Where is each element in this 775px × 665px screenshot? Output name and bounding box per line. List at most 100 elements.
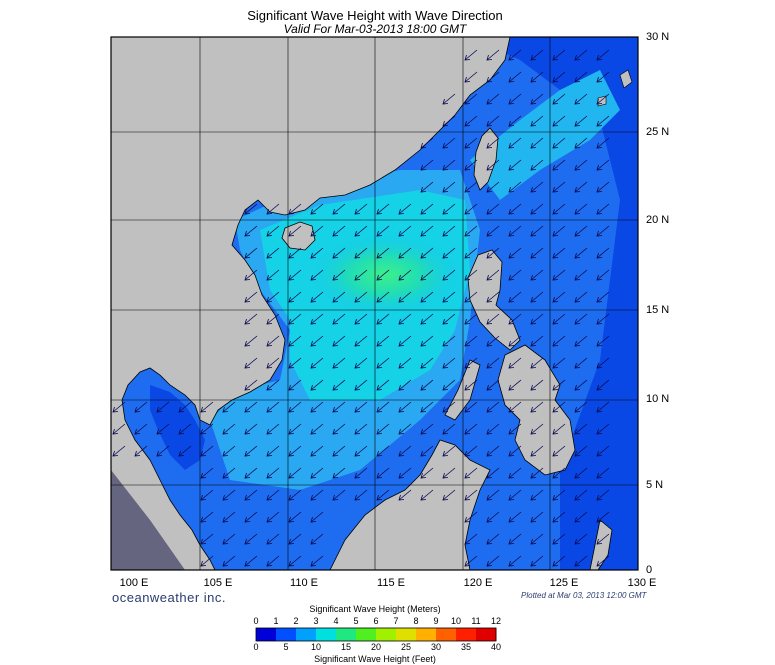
- wave-arrow: [508, 555, 522, 567]
- wave-arrow-head: [530, 208, 537, 215]
- wave-arrow: [552, 401, 566, 413]
- wave-arrow-head: [420, 186, 427, 193]
- wave-arrow: [442, 335, 456, 347]
- wave-arrow: [200, 555, 214, 567]
- wave-arrow: [156, 423, 170, 435]
- wave-arrow: [420, 379, 434, 391]
- feet-tick: 30: [430, 642, 441, 652]
- wave-arrow: [464, 423, 478, 435]
- wave-arrow: [508, 533, 522, 545]
- wave-arrow: [464, 489, 478, 501]
- wave-arrow: [552, 533, 566, 545]
- colorbar-swatch: [456, 628, 477, 641]
- wave-arrow: [266, 467, 280, 479]
- wave-arrow: [464, 159, 478, 171]
- wave-arrow: [552, 467, 566, 479]
- wave-arrow-head: [486, 538, 493, 545]
- wave-arrow-head: [266, 450, 273, 457]
- wave-arrow-head: [310, 406, 317, 413]
- wave-arrow-head: [420, 296, 427, 303]
- wave-arrow-head: [376, 362, 383, 369]
- wave-arrow: [530, 203, 544, 215]
- wave-arrow-head: [486, 186, 493, 193]
- wave-arrow: [222, 489, 236, 501]
- wave-arrow: [552, 313, 566, 325]
- wave-arrow-head: [464, 472, 471, 479]
- wave-arrow: [354, 467, 368, 479]
- wave-arrow: [420, 313, 434, 325]
- wave-arrow-head: [288, 274, 295, 281]
- meter-tick: 7: [393, 616, 399, 626]
- wave-arrow-head: [442, 362, 449, 369]
- wave-arrow: [596, 93, 610, 105]
- wave-arrow-head: [464, 362, 471, 369]
- wave-arrow: [552, 291, 566, 303]
- wave-arrow-head: [508, 186, 515, 193]
- meter-tick: 0: [253, 616, 259, 626]
- wave-arrow-head: [288, 296, 295, 303]
- wave-arrow-head: [530, 516, 537, 523]
- wave-arrow-head: [398, 274, 405, 281]
- graticule: [111, 37, 638, 570]
- wave-arrow-head: [266, 538, 273, 545]
- wave-arrow-head: [134, 406, 141, 413]
- wave-arrow-head: [574, 428, 581, 435]
- wave-arrow: [486, 203, 500, 215]
- wave-arrow: [332, 489, 346, 501]
- wave-arrow: [222, 423, 236, 435]
- wave-arrow: [530, 269, 544, 281]
- lat-label: 25 N: [646, 126, 670, 138]
- wave-arrow: [398, 379, 412, 391]
- wave-arrow-head: [486, 340, 493, 347]
- wave-arrow-head: [464, 186, 471, 193]
- wave-arrow: [310, 335, 324, 347]
- wave-arrow: [398, 313, 412, 325]
- wave-arrow-head: [486, 318, 493, 325]
- wave-arrow: [266, 555, 280, 567]
- wave-arrow-head: [442, 406, 449, 413]
- meter-tick: 2: [293, 616, 299, 626]
- wave-arrow: [266, 335, 280, 347]
- wave-arrow: [398, 445, 412, 457]
- wave-arrow: [486, 401, 500, 413]
- wave-arrow: [222, 401, 236, 413]
- wave-arrow: [486, 159, 500, 171]
- wave-arrow: [552, 115, 566, 127]
- wave-arrow-head: [574, 142, 581, 149]
- wave-arrow-head: [420, 164, 427, 171]
- wave-arrow-head: [266, 318, 273, 325]
- wave-arrow-head: [310, 428, 317, 435]
- wave-arrow: [596, 335, 610, 347]
- wave-arrow-head: [376, 406, 383, 413]
- wave-arrow-head: [552, 230, 559, 237]
- wave-arrow-head: [332, 494, 339, 501]
- wave-arrow: [354, 203, 368, 215]
- wave-arrow: [398, 489, 412, 501]
- wave-arrow: [574, 225, 588, 237]
- wave-arrow: [288, 533, 302, 545]
- wave-arrow: [134, 445, 148, 457]
- wave-arrow: [508, 181, 522, 193]
- wave-arrow-head: [332, 340, 339, 347]
- wave-arrow-head: [596, 340, 603, 347]
- wave-arrow-head: [486, 230, 493, 237]
- wave-arrow: [442, 489, 456, 501]
- wave-arrow-head: [266, 208, 273, 215]
- wave-arrow-head: [288, 384, 295, 391]
- wave-arrow: [486, 247, 500, 259]
- wave-arrow: [112, 423, 126, 435]
- wave-arrow: [266, 379, 280, 391]
- wave-arrow-head: [442, 98, 449, 105]
- wave-arrow: [288, 291, 302, 303]
- wave-arrow: [244, 225, 258, 237]
- wave-arrow-head: [398, 450, 405, 457]
- wave-arrow: [574, 181, 588, 193]
- wave-arrow: [244, 247, 258, 259]
- wave-arrow: [596, 445, 610, 457]
- wave-arrow: [530, 445, 544, 457]
- wave-arrow: [596, 71, 610, 83]
- meter-tick: 5: [353, 616, 359, 626]
- wave-arrow: [288, 489, 302, 501]
- wave-arrow: [508, 379, 522, 391]
- wave-arrow: [244, 511, 258, 523]
